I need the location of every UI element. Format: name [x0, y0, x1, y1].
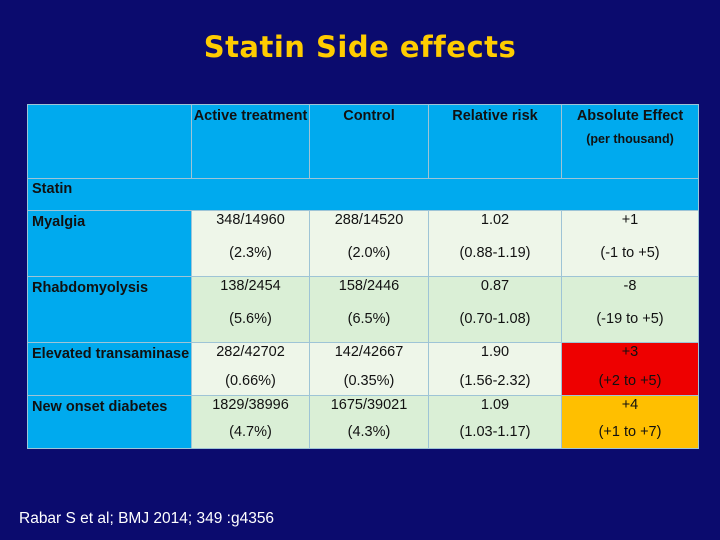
header-relative-risk: Relative risk	[428, 104, 562, 179]
row-label: Myalgia	[27, 210, 192, 277]
absolute-effect-cell: -8 (-19 to +5)	[561, 276, 699, 343]
section-label: Statin	[27, 178, 699, 211]
row-label: Rhabdomyolysis	[27, 276, 192, 343]
table-row: Rhabdomyolysis 138/2454 (5.6%) 158/2446 (6…	[27, 276, 699, 343]
relative-risk-cell: 0.87 (0.70-1.08)	[428, 276, 562, 343]
table-row: New onset diabetes 1829/38996 (4.7%) 1675…	[27, 395, 699, 449]
relative-risk-cell: 1.02 (0.88-1.19)	[428, 210, 562, 277]
active-cell: 1829/38996 (4.7%)	[191, 395, 310, 449]
active-cell: 348/14960 (2.3%)	[191, 210, 310, 277]
header-absolute-effect: Absolute Effect (per thousand)	[561, 104, 699, 179]
absolute-effect-cell-highlight-amber: +4 (+1 to +7)	[561, 395, 699, 449]
table-row: Elevated transaminase 282/42702 (0.66%) 1…	[27, 342, 699, 396]
header-absolute-effect-unit: (per thousand)	[586, 132, 674, 146]
citation-reference: Rabar S et al; BMJ 2014; 349 :g4356	[19, 510, 275, 527]
table-row: Myalgia 348/14960 (2.3%) 288/14520 (2.0%) …	[27, 210, 699, 277]
slide-title: Statin Side effects	[203, 30, 517, 64]
row-label: Elevated transaminase	[27, 342, 192, 396]
section-row-statin: Statin	[27, 178, 699, 211]
absolute-effect-cell: +1 (-1 to +5)	[561, 210, 699, 277]
relative-risk-cell: 1.09 (1.03-1.17)	[428, 395, 562, 449]
table-header-row: Active treatment Control Relative risk A…	[27, 104, 699, 179]
control-cell: 158/2446 (6.5%)	[309, 276, 429, 343]
row-label: New onset diabetes	[27, 395, 192, 449]
active-cell: 282/42702 (0.66%)	[191, 342, 310, 396]
absolute-effect-cell-highlight-red: +3 (+2 to +5)	[561, 342, 699, 396]
active-cell: 138/2454 (5.6%)	[191, 276, 310, 343]
control-cell: 142/42667 (0.35%)	[309, 342, 429, 396]
header-empty-cell	[27, 104, 192, 179]
relative-risk-cell: 1.90 (1.56-2.32)	[428, 342, 562, 396]
header-control: Control	[309, 104, 429, 179]
control-cell: 288/14520 (2.0%)	[309, 210, 429, 277]
control-cell: 1675/39021 (4.3%)	[309, 395, 429, 449]
side-effects-table: Active treatment Control Relative risk A…	[27, 104, 699, 449]
header-active-treatment: Active treatment	[191, 104, 310, 179]
